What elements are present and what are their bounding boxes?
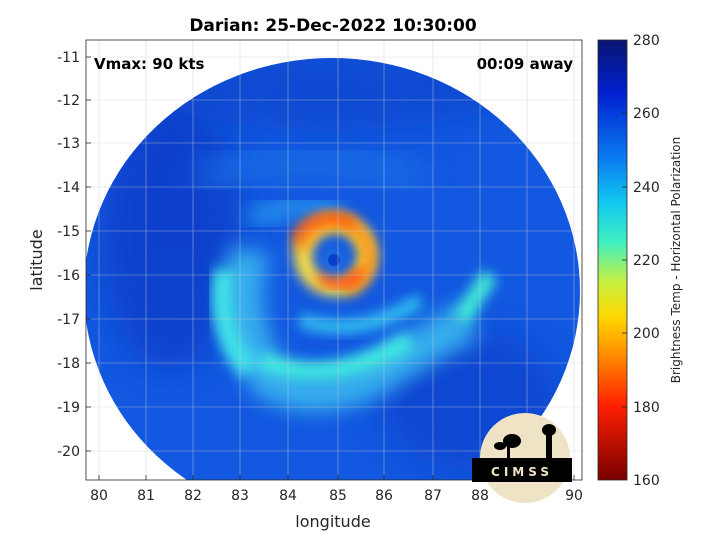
x-tick-label: 80: [90, 488, 108, 504]
time-away-annotation: 00:09 away: [477, 55, 574, 73]
y-tick-label: -14: [57, 180, 80, 196]
x-tick-label: 84: [279, 488, 297, 504]
x-tick-label: 90: [565, 488, 583, 504]
plot-frame: [85, 39, 583, 481]
colorbar-tick-label: 160: [633, 473, 660, 489]
x-tick-label: 81: [137, 488, 155, 504]
colorbar-tick-label: 200: [633, 326, 660, 342]
y-tick-label: -19: [57, 400, 80, 416]
y-tick-label: -13: [57, 136, 80, 152]
chart-title: Darian: 25-Dec-2022 10:30:00: [189, 16, 477, 36]
y-tick-label: -17: [57, 312, 80, 328]
water-tower-icon: [542, 424, 556, 459]
y-tick-label: -16: [57, 268, 80, 284]
satellite-dish-icon: [494, 434, 521, 459]
cimss-logo: CIMSS: [472, 413, 572, 503]
y-tick-label: -11: [57, 50, 80, 66]
y-tick-label: -12: [57, 93, 80, 109]
colorbar-tick-label: 180: [633, 400, 660, 416]
x-tick-label: 82: [184, 488, 202, 504]
colorbar-tick-label: 220: [633, 253, 660, 269]
y-tick-label: -18: [57, 356, 80, 372]
y-tick-label: -15: [57, 224, 80, 240]
x-tick-label: 83: [231, 488, 249, 504]
cimss-logo-text: CIMSS: [491, 465, 553, 479]
x-tick-label: 88: [471, 488, 489, 504]
y-axis-label: latitude: [27, 229, 46, 290]
x-tick-label: 85: [329, 488, 347, 504]
x-axis-label: longitude: [295, 512, 370, 531]
colorbar-tick-label: 280: [633, 33, 660, 49]
colorbar-label: Brightness Temp - Horizontal Polarizatio…: [669, 137, 683, 384]
x-tick-label: 87: [424, 488, 442, 504]
vmax-annotation: Vmax: 90 kts: [94, 55, 204, 73]
brightness-swath: [86, 58, 580, 480]
grid-lines: [86, 40, 582, 480]
y-tick-label: -20: [57, 444, 80, 460]
x-tick-label: 86: [375, 488, 393, 504]
colorbar-tick-label: 260: [633, 106, 660, 122]
colorbar-tick-label: 240: [633, 180, 660, 196]
colorbar-ticks: [622, 112, 627, 408]
